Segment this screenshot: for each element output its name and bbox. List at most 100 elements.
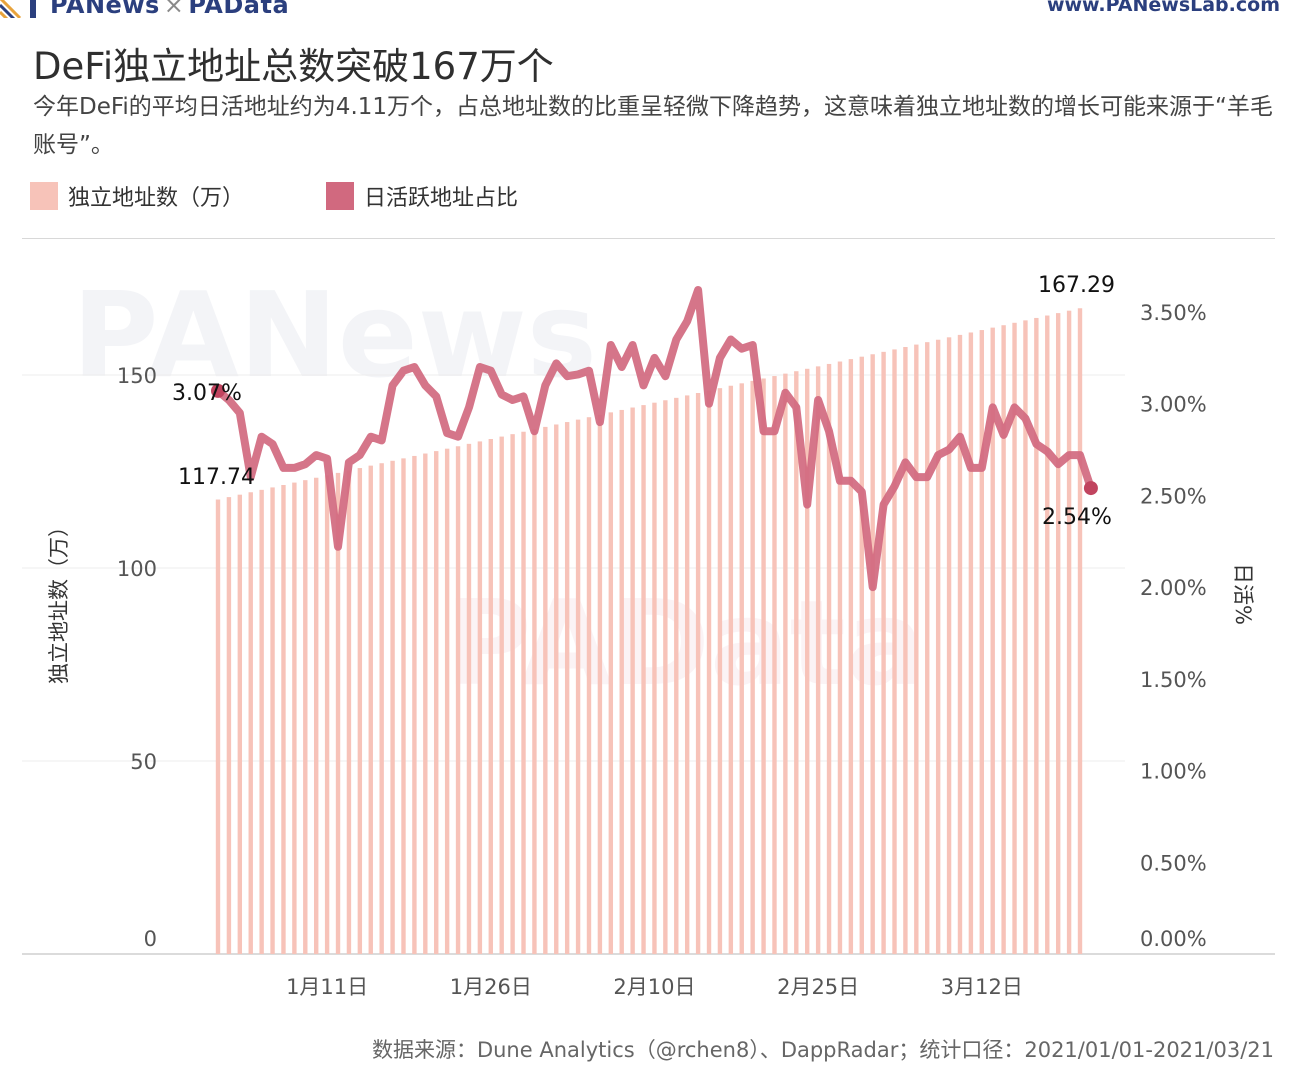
bar: [444, 448, 450, 954]
line-start-point: [211, 383, 225, 398]
bar: [750, 380, 755, 955]
bar: [728, 385, 734, 954]
chart-subtitle: 今年DeFi的平均日活地址约为4.11万个，占总地址数的比重呈轻微下降趋势，这意…: [33, 94, 1273, 158]
bar: [215, 499, 221, 954]
chart-canvas: PANewsPAData050100150独立地址数（万）0.00%0.50%1…: [22, 266, 1275, 999]
y-right-tick-label: 3.00%: [1140, 393, 1207, 417]
bar: [914, 344, 919, 954]
bar: [870, 354, 875, 954]
top-brand-bar: PANews × PAData www.PANewsLab.com: [0, 0, 1300, 20]
bar: [1023, 320, 1028, 954]
bar: [303, 480, 308, 954]
annotation-bar-end: 167.29: [1038, 273, 1115, 298]
y-left-tick-label: 0: [144, 927, 157, 951]
bar: [815, 366, 821, 954]
line-end-point: [1083, 481, 1098, 496]
annotation-line-end: 2.54%: [1042, 505, 1112, 530]
y-right-tick-label: 2.00%: [1140, 576, 1207, 600]
bar: [805, 368, 810, 954]
bar: [935, 339, 941, 954]
y-right-tick-label: 2.50%: [1140, 484, 1207, 508]
data-source-note: 数据来源：Dune Analytics（@rchen8）、DappRadar；统…: [371, 1038, 1274, 1062]
y-right-tick-label: 3.50%: [1140, 301, 1207, 325]
bar: [586, 417, 592, 954]
annotation-bar-start: 117.74: [178, 465, 255, 490]
bar: [324, 475, 330, 954]
bar: [488, 438, 493, 954]
bar: [1045, 315, 1050, 954]
y-left-axis-title: 独立地址数（万）: [47, 516, 71, 684]
bar: [619, 409, 624, 955]
bar: [957, 334, 963, 954]
bar: [1077, 308, 1083, 954]
bar: [990, 327, 995, 954]
y-right-axis-title: 日活%: [1231, 563, 1255, 625]
bar: [641, 405, 646, 954]
legend-item-line[interactable]: 日活跃地址占比: [326, 180, 518, 212]
bar: [761, 378, 766, 954]
x-tick-label: 3月12日: [941, 975, 1023, 999]
bar: [1055, 313, 1061, 955]
bar: [608, 412, 614, 954]
y-right-tick-label: 0.50%: [1140, 851, 1207, 875]
y-right-tick-label: 0.00%: [1140, 927, 1207, 951]
bar: [684, 395, 690, 954]
bar: [903, 346, 908, 954]
y-left-tick-label: 150: [117, 364, 157, 388]
bar: [346, 470, 352, 954]
bar: [783, 373, 788, 954]
chart-title: DeFi独立地址总数突破167万个: [33, 45, 554, 88]
bar: [499, 436, 504, 954]
y-left-tick-label: 50: [130, 750, 157, 774]
brand-website[interactable]: www.PANewsLab.com: [1046, 0, 1280, 16]
bar: [881, 351, 886, 955]
bar: [543, 426, 548, 954]
bar: [575, 419, 581, 954]
bar: [979, 330, 984, 954]
bar: [335, 472, 341, 954]
bar: [1001, 325, 1006, 954]
y-right-tick-label: 1.50%: [1140, 668, 1207, 692]
legend-swatch-bars: [30, 182, 58, 210]
bar: [401, 458, 406, 954]
x-tick-label: 1月26日: [450, 975, 532, 999]
bar: [794, 371, 799, 955]
brand-stripes-icon: [0, 0, 36, 18]
bar: [357, 468, 363, 954]
bar: [946, 337, 952, 954]
bar: [706, 390, 712, 955]
bar: [455, 446, 461, 954]
bar: [270, 487, 275, 954]
bar: [532, 429, 537, 954]
bar: [925, 342, 930, 955]
chart-legend: 独立地址数（万） 日活跃地址占比: [30, 180, 600, 212]
brand-name: PANews × PAData: [50, 0, 290, 19]
bar: [695, 392, 701, 954]
x-tick-label: 2月10日: [613, 975, 695, 999]
x-tick-label: 1月11日: [286, 975, 368, 999]
bar: [390, 460, 395, 954]
bar: [772, 376, 777, 954]
bar: [837, 361, 843, 955]
legend-label-bars: 独立地址数（万）: [68, 186, 245, 211]
bar: [826, 363, 832, 954]
bar: [597, 414, 603, 954]
bar: [434, 451, 439, 954]
watermark-panews: PANews: [72, 266, 597, 404]
bar: [554, 424, 559, 954]
bar: [248, 492, 253, 954]
bar: [652, 402, 657, 954]
legend-item-bars[interactable]: 独立地址数（万）: [30, 180, 244, 212]
brand-logo-left: PANews × PAData: [0, 0, 290, 19]
bar: [848, 359, 854, 954]
bar: [226, 497, 232, 954]
bar: [412, 455, 417, 954]
bar: [859, 356, 864, 954]
bar: [510, 434, 515, 954]
bar: [314, 477, 319, 954]
annotation-line-start: 3.07%: [172, 381, 242, 406]
bar: [1066, 310, 1072, 954]
line-series-daily-active-ratio: [214, 286, 1095, 592]
bar: [368, 465, 373, 954]
bar: [1012, 322, 1017, 955]
